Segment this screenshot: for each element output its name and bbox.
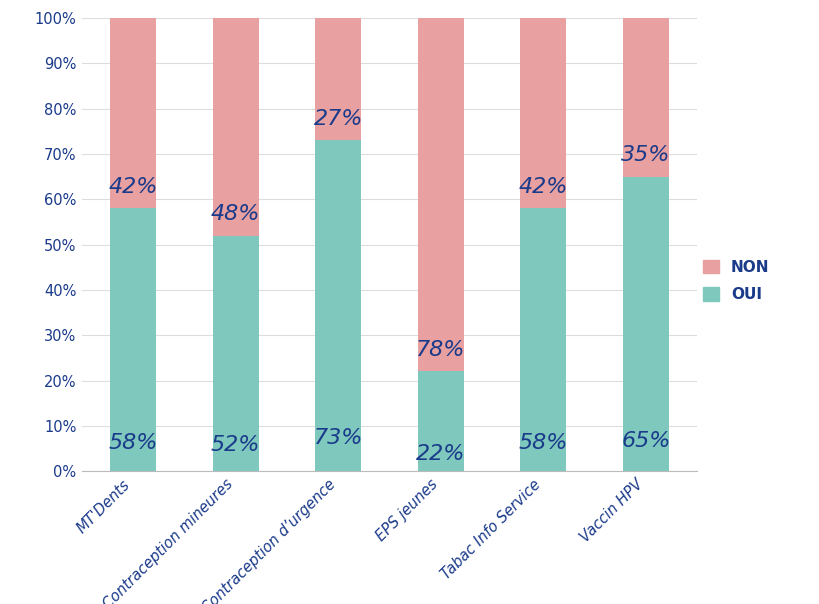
Bar [212,236,258,471]
Bar [622,18,668,176]
Bar [622,176,668,471]
Bar [110,18,156,208]
Bar [212,18,258,236]
Text: 73%: 73% [313,428,363,448]
Bar [520,18,566,208]
Text: 58%: 58% [108,432,157,453]
Legend: NON, OUI: NON, OUI [703,260,768,302]
Text: 78%: 78% [415,340,465,360]
Text: 48%: 48% [210,204,260,224]
Bar [314,141,361,471]
Bar [314,18,361,141]
Bar [110,208,156,471]
Text: 42%: 42% [108,177,157,197]
Bar [417,371,464,471]
Text: 65%: 65% [621,431,670,451]
Text: 27%: 27% [313,109,363,129]
Text: 52%: 52% [210,435,260,455]
Text: 35%: 35% [621,146,670,165]
Text: 22%: 22% [415,444,465,464]
Bar [417,18,464,371]
Text: 58%: 58% [518,432,568,453]
Text: 42%: 42% [518,177,568,197]
Bar [520,208,566,471]
